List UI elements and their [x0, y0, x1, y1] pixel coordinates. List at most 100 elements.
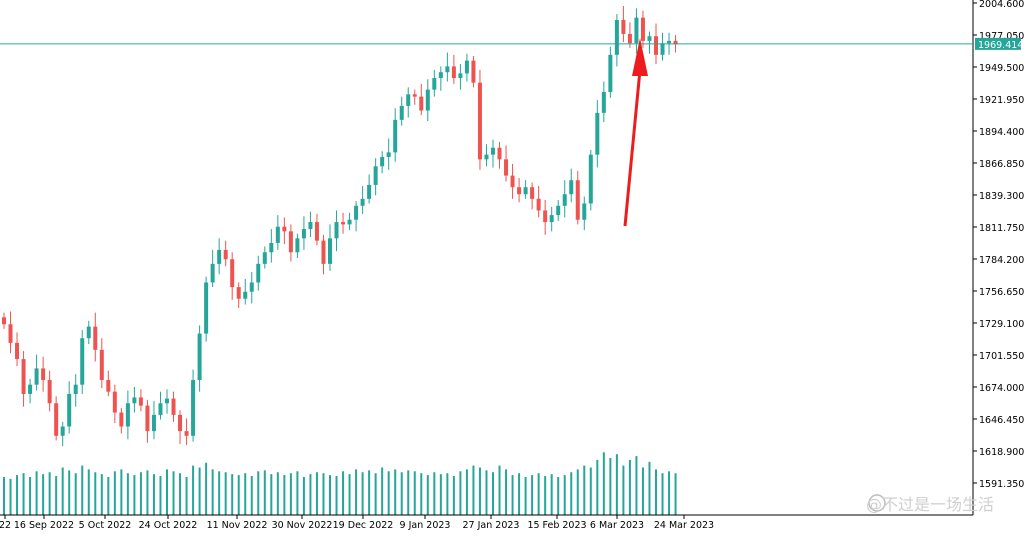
volume-bar	[413, 471, 416, 515]
volume-bar	[355, 469, 358, 515]
candle-body-up	[328, 238, 332, 264]
volume-bar	[361, 472, 364, 515]
volume-bar	[231, 474, 234, 515]
candle-body-up	[28, 384, 33, 394]
candle-body-down	[47, 380, 52, 404]
candle-body-up	[393, 119, 398, 153]
candle-body-down	[471, 60, 476, 83]
candle-body-up	[556, 205, 561, 216]
volume-bar	[407, 470, 410, 515]
candle-body-up	[406, 94, 411, 106]
volume-bar	[589, 467, 592, 515]
volume-bar	[335, 476, 338, 515]
x-tick-label: 30 Nov 2022	[272, 520, 333, 531]
candle-body-up	[269, 242, 274, 253]
volume-bar	[159, 476, 162, 515]
arrow-shaft	[623, 69, 642, 227]
x-tick-label: 15 Feb 2023	[527, 520, 586, 531]
candle-body-up	[80, 338, 85, 385]
volume-bar	[492, 472, 494, 515]
volume-bar	[250, 476, 253, 515]
candle-body-down	[543, 210, 548, 223]
volume-bar	[276, 472, 279, 515]
candle-body-down	[530, 187, 535, 199]
volume-bar	[531, 475, 534, 515]
volume-bar	[420, 473, 423, 515]
volume-bar	[218, 471, 221, 515]
watermark: @不过是一场生活	[866, 494, 994, 514]
candle-body-down	[497, 147, 502, 160]
x-tick-label: 22	[0, 520, 11, 531]
volume-bars	[3, 452, 677, 515]
candle-body-up	[34, 368, 39, 385]
candle-body-up	[464, 60, 469, 74]
volume-bar	[3, 477, 5, 515]
candle-body-up	[165, 398, 169, 404]
volume-bar	[485, 470, 488, 515]
volume-bar	[9, 478, 12, 515]
candle-body-up	[217, 249, 222, 264]
watermark-text: @不过是一场生活	[866, 495, 994, 514]
volume-bar	[661, 473, 664, 515]
candle-body-down	[419, 96, 424, 111]
volume-bar	[315, 472, 318, 515]
candle-body-up	[588, 154, 593, 204]
candle-body-down	[21, 359, 26, 394]
x-tick-label: 11 Nov 2022	[207, 520, 268, 531]
volume-bar	[563, 475, 566, 515]
candle-body-up	[354, 205, 359, 220]
candle-body-up	[360, 198, 365, 206]
volume-bar	[544, 476, 547, 515]
volume-bar	[283, 475, 286, 515]
candle-body-up	[425, 89, 430, 111]
y-tick-label: 1756.650	[979, 287, 1024, 298]
volume-bar	[537, 473, 540, 515]
candle-body-down	[321, 240, 326, 264]
y-tick-label: 1949.500	[979, 63, 1024, 74]
candle-body-down	[178, 414, 183, 432]
candle-body-up	[301, 229, 306, 239]
volume-bar	[622, 465, 625, 515]
volume-bar	[244, 473, 247, 515]
volume-bar	[139, 472, 142, 515]
candle-body-up	[308, 222, 313, 230]
candle-body-up	[595, 112, 600, 155]
x-tick-label: 16 Sep 2022	[14, 520, 74, 531]
x-axis: 22 16 Sep 2022 5 Oct 2022 24 Oct 2022 11 Nov…	[0, 514, 973, 531]
candle-body-down	[673, 40, 678, 45]
candle-body-down	[184, 431, 189, 436]
volume-bar	[263, 470, 266, 515]
candle-body-up	[614, 19, 619, 55]
x-tick-label: 5 Oct 2022	[79, 520, 132, 531]
y-tick-label: 1977.050	[979, 31, 1024, 42]
volume-bar	[309, 474, 312, 515]
volume-bar	[459, 471, 462, 515]
candle-body-down	[119, 412, 124, 427]
candle-body-up	[73, 384, 78, 394]
candle-body-down	[412, 94, 417, 97]
candle-body-up	[601, 91, 606, 113]
y-tick-label: 1839.300	[979, 191, 1024, 202]
y-tick-label: 1866.850	[979, 159, 1024, 170]
volume-bar	[446, 473, 449, 515]
volume-bar	[635, 456, 638, 515]
volume-bar	[641, 467, 644, 515]
candle-body-down	[8, 324, 13, 343]
candle-body-up	[608, 54, 613, 92]
candle-body-up	[151, 414, 156, 432]
volume-bar	[113, 471, 116, 515]
candle-body-down	[93, 326, 98, 350]
arrow-head	[632, 38, 648, 76]
volume-bar	[342, 471, 345, 515]
volume-bar	[22, 473, 25, 515]
volume-bar	[465, 469, 468, 515]
candle-body-up	[243, 291, 248, 299]
volume-bar	[557, 477, 560, 515]
volume-bar	[87, 469, 90, 515]
volume-bar	[518, 473, 521, 515]
candle-body-up	[386, 152, 391, 158]
y-tick-label: 1784.200	[979, 255, 1024, 266]
y-tick-label: 1674.000	[979, 383, 1024, 394]
candle-body-up	[132, 397, 137, 404]
